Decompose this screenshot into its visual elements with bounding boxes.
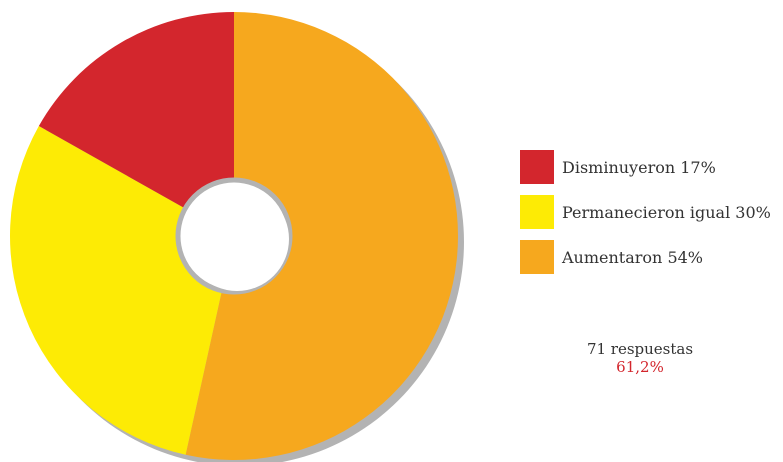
response-count: 71 respuestas bbox=[586, 340, 694, 358]
legend-label-disminuyeron: Disminuyeron 17% bbox=[562, 157, 716, 177]
legend-swatch-aumentaron bbox=[520, 240, 554, 274]
slice-aumentaron bbox=[185, 12, 458, 460]
slice-disminuyeron bbox=[38, 12, 234, 209]
response-note: 71 respuestas 61,2% bbox=[560, 340, 720, 376]
legend-item-aumentaron: Aumentaron 54% bbox=[520, 240, 771, 274]
legend-swatch-disminuyeron bbox=[520, 150, 554, 184]
legend: Disminuyeron 17% Permanecieron igual 30%… bbox=[520, 150, 771, 285]
donut-hole-inner bbox=[185, 187, 289, 291]
slice-permanecieron-igual bbox=[9, 126, 222, 455]
legend-label-aumentaron: Aumentaron 54% bbox=[562, 247, 704, 267]
response-percent: 61,2% bbox=[616, 358, 664, 376]
legend-item-permanecieron-igual: Permanecieron igual 30% bbox=[520, 195, 771, 229]
legend-item-disminuyeron: Disminuyeron 17% bbox=[520, 150, 771, 184]
legend-label-permanecieron-igual: Permanecieron igual 30% bbox=[562, 202, 771, 222]
legend-swatch-permanecieron-igual bbox=[520, 195, 554, 229]
donut-chart bbox=[9, 12, 464, 462]
